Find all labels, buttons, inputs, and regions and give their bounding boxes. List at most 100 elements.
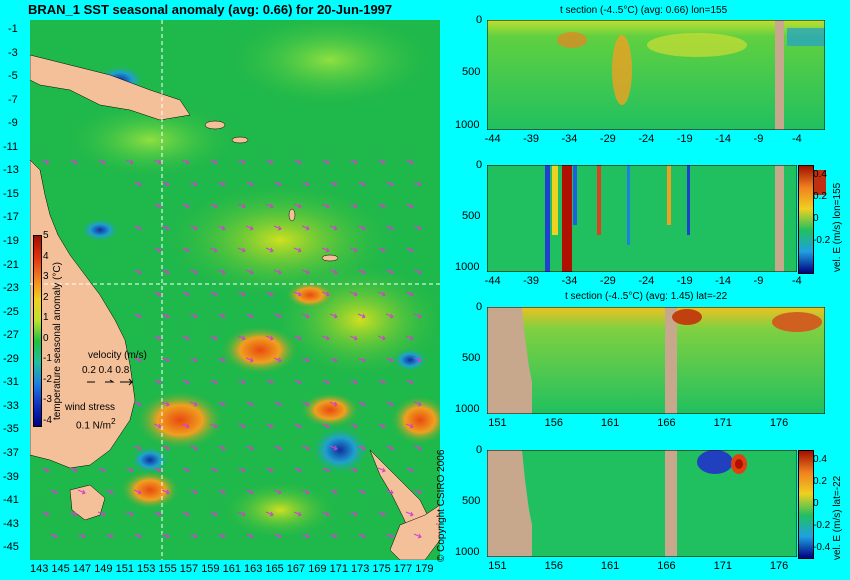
wind-arrow xyxy=(377,379,386,385)
wind-arrow xyxy=(301,313,310,319)
wind-arrow xyxy=(329,313,338,319)
map-y-tick: -39 xyxy=(3,470,19,483)
panel2-x-tick: -14 xyxy=(715,275,732,287)
panel2-y-tick: 1000 xyxy=(455,260,480,273)
wind-arrow xyxy=(265,379,274,385)
wind-arrow xyxy=(153,203,162,209)
map-y-tick: -19 xyxy=(3,235,19,247)
wind-arrow xyxy=(385,401,394,407)
wind-arrow xyxy=(273,533,282,539)
wind-arrow xyxy=(357,181,366,187)
panel-colorbar-tick: 0 xyxy=(813,498,819,509)
wind-arrow xyxy=(237,379,246,385)
wind-arrow xyxy=(189,313,198,319)
panel3-x-tick: 176 xyxy=(769,417,789,429)
map-y-tick: -9 xyxy=(8,117,18,130)
wind-arrow xyxy=(405,335,414,341)
wind-arrow xyxy=(161,445,170,451)
wind-arrow xyxy=(293,335,302,341)
panel1-title: t section (-4..5°C) (avg: 0.66) lon=155 xyxy=(560,5,728,16)
map-x-tick: 153 xyxy=(137,563,156,575)
map-y-tick: -29 xyxy=(3,352,19,365)
panel-colorbar-tick: 0.2 xyxy=(813,191,827,202)
wind-arrow xyxy=(133,401,142,407)
map-title: BRAN_1 SST seasonal anomaly (avg: 0.66) … xyxy=(28,2,393,17)
wind-arrow xyxy=(237,291,246,297)
panel3-y-tick: 500 xyxy=(462,351,481,364)
wind-arrow xyxy=(377,203,386,209)
wind-arrow xyxy=(413,181,422,187)
panel2-x-tick: -44 xyxy=(484,275,501,287)
wind-arrow xyxy=(293,247,302,253)
wind-arrow xyxy=(293,159,302,165)
wind-arrow xyxy=(385,181,394,187)
wind-arrow xyxy=(133,533,142,539)
panel4-y-tick: 0 xyxy=(476,444,483,456)
wind-arrow xyxy=(265,247,274,253)
wind-arrow xyxy=(329,181,338,187)
wind-arrow xyxy=(413,313,422,319)
wind-arrow xyxy=(321,203,330,209)
panel1-section xyxy=(487,20,825,130)
panel1-y-tick: 1000 xyxy=(455,118,480,131)
wind-arrow xyxy=(161,401,170,407)
map-y-tick: -3 xyxy=(8,46,18,59)
colorbar-tick: -2 xyxy=(43,373,52,385)
wind-arrow xyxy=(97,467,106,473)
map-x-tick: 179 xyxy=(415,563,434,575)
wind-arrow xyxy=(349,203,358,209)
wind-arrow xyxy=(329,401,338,407)
wind-arrow xyxy=(209,203,218,209)
wind-arrow xyxy=(357,269,366,275)
map-x-tick: 157 xyxy=(179,563,199,575)
velocity-label: velocity (m/s) xyxy=(88,350,147,361)
wind-arrow xyxy=(237,203,246,209)
panel1-x-tick: -9 xyxy=(753,133,764,145)
panel2-x-tick: -34 xyxy=(561,275,578,287)
panel3-x-tick: 166 xyxy=(657,417,676,429)
wind-arrow xyxy=(321,379,330,385)
wind-arrow xyxy=(161,533,170,539)
wind-arrow xyxy=(377,247,386,253)
copyright: © Copyright CSIRO 2006 xyxy=(436,449,447,562)
wind-arrow xyxy=(181,291,190,297)
map-x-tick: 143 xyxy=(30,563,49,575)
colorbar-tick: 1 xyxy=(43,312,49,323)
new-zealand-south xyxy=(389,504,440,560)
wind-arrow xyxy=(357,489,366,495)
panel4-section xyxy=(487,450,797,557)
wind-arrow xyxy=(265,423,274,429)
wind-arrow xyxy=(105,533,114,539)
wind-arrow xyxy=(413,357,422,363)
wind-arrow xyxy=(189,533,198,539)
wind-arrow xyxy=(97,159,106,165)
wind-arrow xyxy=(385,313,394,319)
panel4-colorbar xyxy=(798,450,814,559)
wind-arrow xyxy=(245,181,254,187)
map-y-tick: -35 xyxy=(3,423,19,436)
wind-arrow xyxy=(153,467,162,473)
wind-arrow xyxy=(405,203,414,209)
wind-arrow xyxy=(405,247,414,253)
wind-arrow xyxy=(209,291,218,297)
wind-arrow xyxy=(301,181,310,187)
panel3-x-tick: 171 xyxy=(713,417,732,429)
wind-arrow xyxy=(385,269,394,275)
map-y-tick: -21 xyxy=(3,258,19,271)
wind-arrow xyxy=(41,511,50,517)
colorbar-tick: 3 xyxy=(43,271,49,282)
map-y-tick: -17 xyxy=(3,211,19,224)
panel3-y-tick: 1000 xyxy=(455,402,480,415)
panel3-section xyxy=(487,307,825,414)
wind-arrow xyxy=(161,313,170,319)
map-x-tick: 163 xyxy=(244,563,263,575)
map-colorbar xyxy=(33,235,42,427)
wind-arrow xyxy=(357,445,366,451)
map-x-tick: 151 xyxy=(115,563,134,575)
australia-land xyxy=(30,159,136,469)
map-x-tick: 147 xyxy=(72,563,92,575)
map-y-tick: -43 xyxy=(3,517,19,530)
wind-arrow xyxy=(161,225,170,231)
wind-arrow xyxy=(181,247,190,253)
wind-arrow xyxy=(329,357,338,363)
